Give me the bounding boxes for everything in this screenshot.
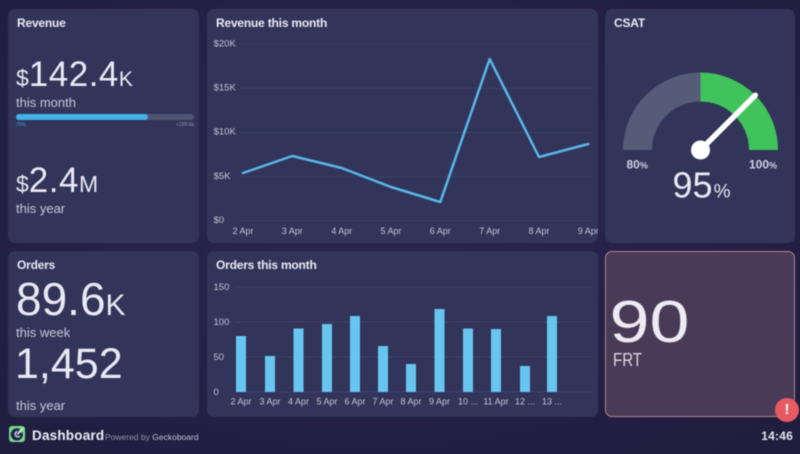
svg-text:9 Apr: 9 Apr xyxy=(429,397,450,407)
svg-text:$5K: $5K xyxy=(214,171,232,182)
svg-text:50: 50 xyxy=(214,352,225,363)
svg-text:10 ...: 10 ... xyxy=(458,397,478,407)
svg-text:$0: $0 xyxy=(214,215,225,226)
svg-text:FRT: FRT xyxy=(613,350,642,370)
svg-text:4 Apr: 4 Apr xyxy=(331,226,352,236)
svg-text:6 Apr: 6 Apr xyxy=(344,397,365,407)
svg-text:$10K: $10K xyxy=(214,127,237,138)
svg-text:3 Apr: 3 Apr xyxy=(282,226,303,236)
svg-text:100: 100 xyxy=(214,317,230,328)
svg-text:2 Apr: 2 Apr xyxy=(232,226,253,236)
svg-text:3 Apr: 3 Apr xyxy=(259,397,280,407)
svg-text:6 Apr: 6 Apr xyxy=(430,226,451,236)
svg-text:8 Apr: 8 Apr xyxy=(528,226,549,236)
svg-text:9 Apr: 9 Apr xyxy=(578,226,598,236)
svg-text:7 Apr: 7 Apr xyxy=(479,226,500,236)
svg-text:$20K: $20K xyxy=(214,38,237,49)
svg-text:12 ...: 12 ... xyxy=(515,397,535,407)
svg-text:80%: 80% xyxy=(627,158,648,172)
svg-text:150: 150 xyxy=(214,282,230,293)
svg-text:5 Apr: 5 Apr xyxy=(380,226,401,236)
svg-text:$15K: $15K xyxy=(214,83,237,94)
svg-text:4 Apr: 4 Apr xyxy=(288,397,309,407)
svg-text:2 Apr: 2 Apr xyxy=(230,397,251,407)
svg-text:5 Apr: 5 Apr xyxy=(316,397,337,407)
svg-text:11 Apr: 11 Apr xyxy=(483,397,508,407)
svg-text:8 Apr: 8 Apr xyxy=(400,397,421,407)
svg-text:90: 90 xyxy=(610,289,690,355)
svg-text:13 ...: 13 ... xyxy=(542,397,562,407)
svg-text:95%: 95% xyxy=(673,165,731,206)
svg-text:7 Apr: 7 Apr xyxy=(372,397,393,407)
svg-text:0: 0 xyxy=(214,387,219,398)
svg-text:100%: 100% xyxy=(749,158,777,172)
